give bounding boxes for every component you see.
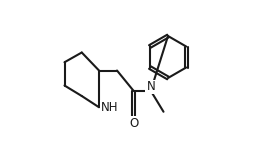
Text: O: O [129, 117, 138, 130]
Text: NH: NH [101, 101, 118, 114]
Text: N: N [146, 81, 155, 93]
